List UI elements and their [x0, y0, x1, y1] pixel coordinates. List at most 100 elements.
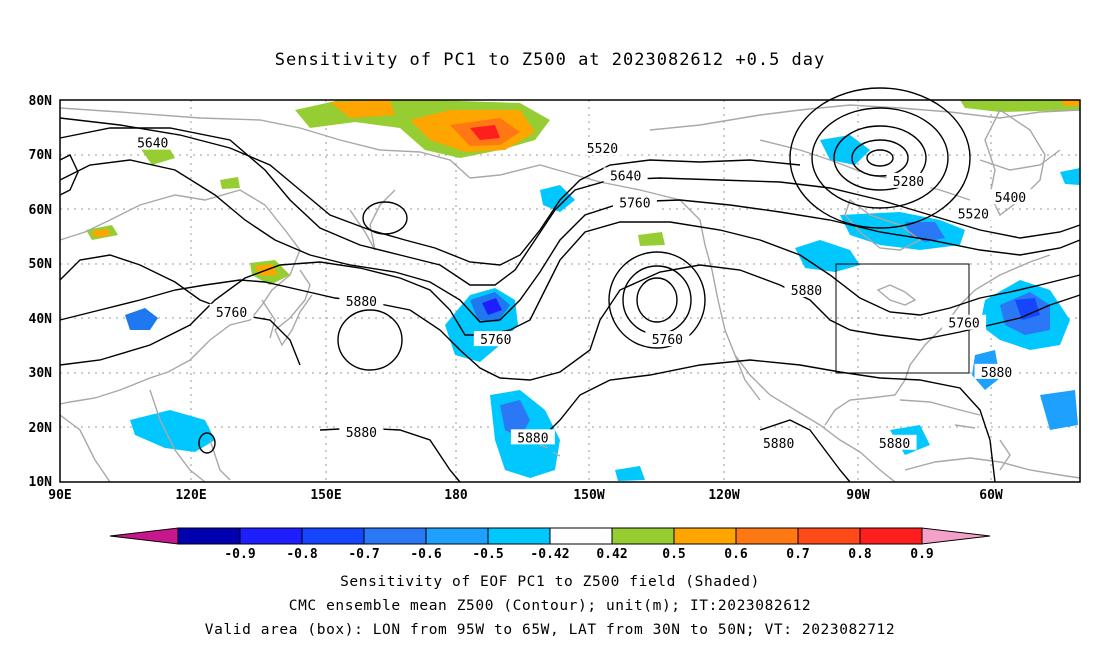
colorbar-swatch — [425, 527, 489, 545]
lat-tick-label: 20N — [29, 421, 53, 436]
colorbar-swatch — [549, 527, 613, 545]
shade-positive-patch — [470, 125, 500, 140]
colorbar-tick-label: 0.7 — [786, 547, 809, 562]
map-panel: 5640 5520 5640 5760 5280 5400 5520 5760 5880 5760… — [59, 87, 1081, 483]
contour-closed-high — [337, 309, 403, 371]
contour-line — [759, 419, 851, 483]
colorbar-tick-label: -0.7 — [348, 547, 379, 562]
coast-great-lakes — [876, 284, 917, 306]
contour-label-bg — [988, 189, 1033, 205]
figure-title: Sensitivity of PC1 to Z500 at 2023082612… — [274, 50, 826, 70]
lon-tick-label: 180 — [444, 488, 468, 503]
gridlines — [60, 100, 1080, 482]
shade-positive-patch — [638, 232, 665, 246]
contour-label: 5880 — [981, 366, 1012, 381]
colorbar-high-triangle — [921, 527, 991, 545]
contour-label-bg — [510, 429, 555, 445]
contour-line — [59, 117, 801, 266]
contour-label-bg — [612, 194, 657, 210]
contour-label-bg — [130, 134, 175, 150]
shade-negative-patch — [615, 466, 645, 481]
latitude-axis: 80N 70N 60N 50N 40N 30N 20N 10N — [29, 94, 53, 490]
shade-positive-patch — [1060, 100, 1080, 106]
colorbar-tick-label: -0.42 — [530, 547, 569, 562]
contour-label-bg — [473, 331, 518, 347]
contour-label: 5880 — [879, 437, 910, 452]
shade-negative-patch — [1015, 298, 1040, 320]
shade-positive-patch — [960, 100, 1080, 112]
contour-label-bg — [756, 434, 801, 450]
coast-caribbean — [899, 399, 1011, 471]
colorbar-swatch — [859, 527, 923, 545]
contour-label: 5760 — [948, 317, 979, 332]
colorbar-swatch — [735, 527, 799, 545]
colorbar-swatch — [177, 527, 241, 545]
colorbar-swatch — [363, 527, 427, 545]
coast-hawaii — [539, 444, 561, 457]
shade-positive-patch — [92, 229, 110, 237]
coast-asia — [59, 189, 301, 405]
caption-line-2: CMC ensemble mean Z500 (Contour); unit(m… — [288, 598, 812, 614]
shade-positive-patch — [330, 100, 395, 118]
colorbar-swatch — [301, 527, 365, 545]
contour-closed-low — [833, 125, 927, 191]
contour-closed-low — [608, 251, 706, 349]
lat-tick-label: 60N — [29, 203, 53, 218]
contour-line — [59, 254, 301, 366]
lon-tick-label: 120W — [708, 488, 739, 503]
coast-greenland — [984, 108, 1046, 217]
colorbar-low-triangle — [109, 527, 179, 545]
map-border — [59, 99, 1081, 483]
lat-tick-label: 70N — [29, 148, 53, 163]
contour-labels: 5640 5520 5640 5760 5280 5400 5520 5760 5880 5760… — [130, 134, 1033, 452]
contour-label: 5400 — [995, 191, 1026, 206]
contour-label-bg — [580, 140, 625, 156]
lat-tick-label: 10N — [29, 475, 53, 490]
colorbar-tick-label: -0.9 — [224, 547, 255, 562]
contour-label: 5640 — [137, 137, 168, 152]
contour-label-bg — [886, 172, 931, 188]
caption-line-3: Valid area (box): LON from 95W to 65W, L… — [204, 622, 896, 638]
contour-label: 5520 — [587, 142, 618, 157]
lat-tick-label: 50N — [29, 257, 53, 272]
contour-closed-high — [198, 432, 216, 454]
colorbar-tick-label: -0.8 — [286, 547, 317, 562]
lon-tick-label: 60W — [979, 488, 1003, 503]
coast-siberia — [59, 107, 471, 179]
coast-hudson — [844, 198, 922, 251]
contour-label-bg — [209, 303, 254, 319]
contour-label-bg — [339, 292, 384, 308]
contour-label: 5880 — [763, 437, 794, 452]
contour-closed-low — [362, 201, 408, 235]
contour-closed-low — [789, 87, 971, 229]
colorbar-swatch — [673, 527, 737, 545]
colorbar: -0.9 -0.8 -0.7 -0.6 -0.5 -0.42 0.42 0.5 0.6 0.7 0.… — [109, 527, 991, 562]
contour-line — [539, 359, 996, 483]
contour-label: 5760 — [619, 197, 650, 212]
contour-label: 5760 — [652, 333, 683, 348]
shade-positive-patch — [220, 177, 240, 189]
colorbar-swatch — [239, 527, 303, 545]
contour-line — [59, 154, 79, 196]
shade-negative-patch — [1040, 390, 1078, 430]
shade-negative-patch — [1060, 168, 1080, 185]
contour-label: 5280 — [893, 175, 924, 190]
contour-label-bg — [872, 434, 917, 450]
contour-closed-low — [851, 139, 909, 177]
lon-tick-label: 90E — [48, 488, 71, 503]
contour-line — [59, 127, 1081, 286]
colorbar-tick-label: -0.5 — [472, 547, 503, 562]
contour-label: 5880 — [346, 295, 377, 310]
shade-negative-patch — [130, 410, 215, 452]
contour-label-bg — [784, 282, 829, 297]
colorbar-tick-label: 0.5 — [662, 547, 685, 562]
lat-tick-label: 80N — [29, 94, 53, 109]
contour-line — [59, 159, 1081, 323]
z500-contours — [59, 87, 1081, 483]
coast-alaska — [469, 164, 713, 271]
shade-negative-patch — [500, 400, 530, 438]
lat-tick-label: 40N — [29, 312, 53, 327]
coast-north-america-east — [824, 254, 1051, 426]
contour-label: 5880 — [791, 284, 822, 299]
